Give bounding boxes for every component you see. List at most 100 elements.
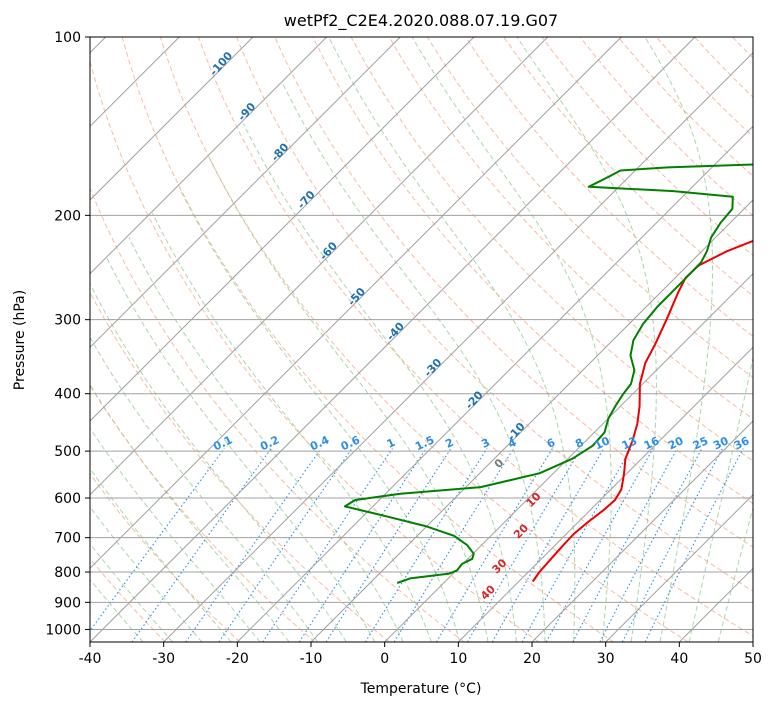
mixing-ratio-label: 36	[732, 434, 752, 452]
mixing-ratio-line	[185, 448, 322, 642]
dry-adiabat-line	[90, 384, 316, 642]
mixing-ratio-label: 13	[620, 434, 639, 452]
dry-adiabat-line	[90, 291, 390, 642]
dry-adiabat-line	[426, 37, 753, 379]
y-tick-label: 100	[54, 30, 81, 46]
profile-series	[343, 163, 753, 584]
moist-adiabat-line	[717, 506, 753, 642]
moist-adiabat-line	[688, 355, 753, 642]
isotherm-line	[163, 51, 753, 642]
dry-adiabat-line	[617, 37, 753, 177]
mixing-ratio-label: 20	[666, 434, 686, 452]
mixing-ratio-line	[262, 448, 393, 642]
dry-adiabat-line	[236, 37, 753, 592]
mixing-ratio-line	[298, 448, 427, 642]
dry-adiabat-line	[121, 37, 614, 642]
dry-adiabat-line	[312, 37, 753, 505]
y-tick-label: 200	[54, 208, 81, 224]
dry-adiabat-line	[159, 37, 689, 642]
x-axis-label: Temperature (°C)	[360, 681, 482, 697]
moist-adiabat-line	[90, 427, 261, 642]
dry-adiabat-line	[90, 472, 241, 642]
mixing-ratio-line	[467, 448, 582, 642]
mixing-ratio-line	[131, 448, 272, 642]
moist-adiabat-line	[90, 578, 144, 642]
y-tick-label: 500	[54, 444, 81, 460]
dry-adiabat-line	[465, 37, 753, 337]
isotherm-line	[310, 199, 753, 642]
isotherm-line	[605, 493, 753, 642]
mixing-ratio-line	[90, 448, 225, 632]
mixing-ratio-line	[325, 448, 452, 642]
grid-lines	[90, 37, 753, 630]
isotherm-line	[236, 125, 753, 642]
isotherm-line	[90, 37, 549, 496]
dry-adiabat-line	[579, 37, 753, 217]
x-tick-label: 50	[744, 651, 762, 667]
isotherm-line	[90, 37, 254, 201]
dry-adiabat-line	[274, 37, 753, 548]
mixing-ratio-label: 10	[593, 434, 613, 452]
skewed-isotherms	[90, 37, 753, 642]
moist-adiabat-line	[90, 336, 319, 642]
mixing-ratio-line	[572, 448, 678, 642]
y-tick-label: 700	[54, 531, 81, 547]
x-tick-label: -10	[300, 651, 323, 667]
dry-adiabats	[90, 37, 753, 642]
dry-adiabat-line	[388, 37, 753, 420]
moist-adiabat-line	[128, 237, 404, 642]
moist-adiabat-line	[516, 37, 657, 642]
plot-frame	[89, 36, 754, 643]
moist-adiabat-line	[90, 282, 347, 642]
moist-adiabat-line	[179, 187, 461, 642]
y-tick-label: 300	[54, 313, 81, 329]
x-tick-label: 0	[380, 651, 389, 667]
moist-adiabats	[90, 37, 753, 642]
y-axis-ticks: 100 200 300 400 500 600 700 800 900 1000	[45, 30, 90, 638]
plot-area: -100-90-80-70-60-50-40-30-20-10 01020304…	[90, 37, 753, 642]
mixing-ratio-line	[621, 448, 723, 642]
mixing-ratio-line	[218, 448, 353, 642]
x-tick-label: 20	[523, 651, 541, 667]
mixing-ratio-label: 25	[691, 434, 710, 452]
mixing-ratio-label: 30	[711, 434, 731, 452]
y-tick-label: 1000	[45, 622, 81, 638]
mixing-ratio-line	[599, 448, 703, 642]
y-tick-label: 400	[54, 387, 81, 403]
x-tick-label: -30	[152, 651, 175, 667]
y-tick-label: 900	[54, 595, 81, 611]
moist-adiabat-line	[644, 37, 713, 642]
mixing-ratio-line	[491, 448, 605, 642]
dry-adiabat-line	[198, 37, 753, 637]
x-tick-label: 10	[449, 651, 467, 667]
x-tick-label: -20	[226, 651, 249, 667]
mixing-ratio-labels: 0.1 0.2 0.4 0.6 1 1.5 2 3 4 6 8 10 13 16 20 25 30 36	[211, 433, 751, 453]
moist-adiabat-line	[90, 383, 290, 642]
mixing-ratio-label: 16	[642, 434, 662, 452]
dry-adiabat-line	[90, 59, 540, 642]
isotherm-line	[90, 37, 401, 349]
x-tick-label: 30	[597, 651, 615, 667]
mixing-ratio-line	[393, 448, 515, 642]
temperature-profile-line	[531, 239, 753, 583]
mixing-ratio-line	[364, 448, 488, 642]
moist-adiabat-line	[411, 37, 612, 642]
y-axis-label: Pressure (hPa)	[12, 290, 28, 390]
isotherm-line	[531, 420, 753, 642]
isotherm-line	[90, 37, 475, 422]
isotherm-line	[90, 37, 622, 570]
x-tick-label: 40	[670, 651, 688, 667]
dry-adiabat-line	[90, 186, 465, 642]
isotherm-line	[90, 37, 696, 642]
moist-adiabat-line	[282, 83, 546, 642]
y-tick-label: 800	[54, 565, 81, 581]
moist-adiabat-line	[90, 467, 232, 642]
chart-title: wetPf2_C2E4.2020.088.07.19.G07	[284, 11, 558, 31]
dewpoint-profile-line	[343, 163, 753, 584]
isotherm-line	[457, 346, 753, 642]
isotherm-line	[90, 37, 328, 275]
x-axis-ticks: -40 -30 -20 -10 0 10 20 30 40 50	[79, 642, 762, 667]
moist-adiabat-line	[106, 257, 376, 642]
